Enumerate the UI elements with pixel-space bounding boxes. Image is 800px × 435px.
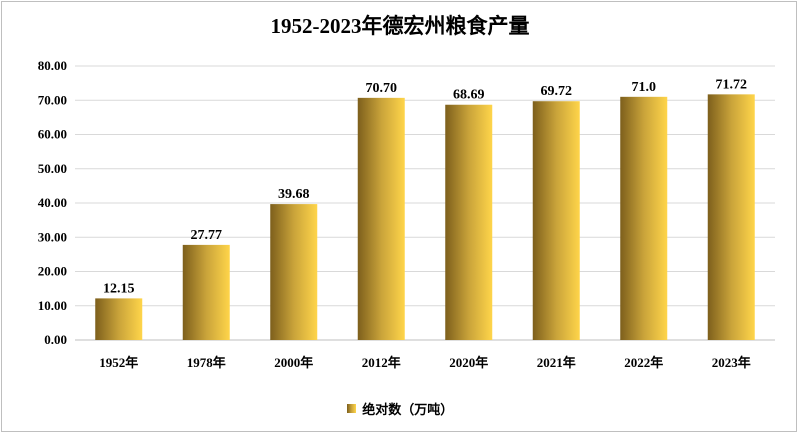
x-tick-label: 1952年 <box>99 355 138 370</box>
bar <box>95 298 143 340</box>
legend-swatch <box>346 404 356 413</box>
data-label: 70.70 <box>366 81 398 96</box>
y-tick-label: 40.00 <box>38 195 67 210</box>
y-tick-label: 50.00 <box>38 161 67 176</box>
bar <box>270 204 318 340</box>
data-labels: 12.15 27.77 39.68 70.70 68.69 69.72 71.0 71.72 <box>103 77 747 296</box>
data-label: 71.0 <box>632 80 657 95</box>
x-tick-label: 2000年 <box>274 355 313 370</box>
bar <box>445 104 493 340</box>
y-tick-label: 30.00 <box>38 229 67 244</box>
data-label: 27.77 <box>191 228 223 243</box>
y-tick-label: 80.00 <box>38 58 67 73</box>
bar <box>620 96 668 340</box>
x-tick-label: 2012年 <box>362 355 401 370</box>
data-label: 12.15 <box>103 281 135 296</box>
y-tick-label: 0.00 <box>44 332 67 347</box>
x-tick-label: 2020年 <box>449 355 488 370</box>
x-axis-ticks: 1952年 1978年 2000年 2012年 2020年 2021年 2022年 2023年 <box>99 355 751 370</box>
chart-title: 1952-2023年德宏州粮食产量 <box>270 14 530 38</box>
x-tick-label: 2023年 <box>712 355 751 370</box>
x-tick-label: 1978年 <box>187 355 226 370</box>
gridlines <box>75 65 775 341</box>
x-tick-label: 2022年 <box>624 355 663 370</box>
bar <box>532 101 580 340</box>
data-label: 39.68 <box>278 187 310 202</box>
legend-label: 绝对数（万吨） <box>362 402 454 417</box>
legend: 绝对数（万吨） <box>0 399 800 418</box>
bar <box>707 94 755 340</box>
y-tick-label: 60.00 <box>38 127 67 142</box>
y-axis-ticks: 0.00 10.00 20.00 30.00 40.00 50.00 60.00 70.00 8… <box>38 58 67 347</box>
y-tick-label: 70.00 <box>38 92 67 107</box>
y-tick-label: 10.00 <box>38 298 67 313</box>
x-tick-label: 2021年 <box>537 355 576 370</box>
data-label: 71.72 <box>716 77 748 92</box>
data-label: 69.72 <box>541 84 573 99</box>
bar <box>357 97 405 340</box>
data-label: 68.69 <box>453 88 485 103</box>
bar <box>182 244 230 340</box>
bars <box>95 94 755 340</box>
y-tick-label: 20.00 <box>38 264 67 279</box>
